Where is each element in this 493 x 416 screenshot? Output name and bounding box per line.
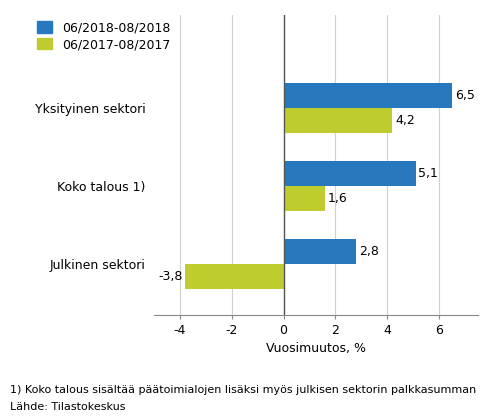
Text: 1,6: 1,6 [328, 192, 348, 205]
Bar [283, 161, 416, 186]
Text: 4,2: 4,2 [395, 114, 415, 127]
Bar [283, 84, 452, 109]
Bar [283, 186, 325, 211]
Text: -3,8: -3,8 [158, 270, 182, 283]
Text: 2,8: 2,8 [359, 245, 379, 258]
Bar [283, 109, 392, 133]
Text: 1) Koko talous sisältää päätoimialojen lisäksi myös julkisen sektorin palkkasumm: 1) Koko talous sisältää päätoimialojen l… [10, 385, 476, 395]
Text: 6,5: 6,5 [455, 89, 475, 102]
X-axis label: Vuosimuutos, %: Vuosimuutos, % [266, 342, 366, 355]
Bar [283, 239, 356, 264]
Bar [185, 264, 283, 289]
Text: Lähde: Tilastokeskus: Lähde: Tilastokeskus [10, 402, 125, 412]
Legend: 06/2018-08/2018, 06/2017-08/2017: 06/2018-08/2018, 06/2017-08/2017 [37, 21, 171, 51]
Text: 5,1: 5,1 [419, 167, 438, 180]
